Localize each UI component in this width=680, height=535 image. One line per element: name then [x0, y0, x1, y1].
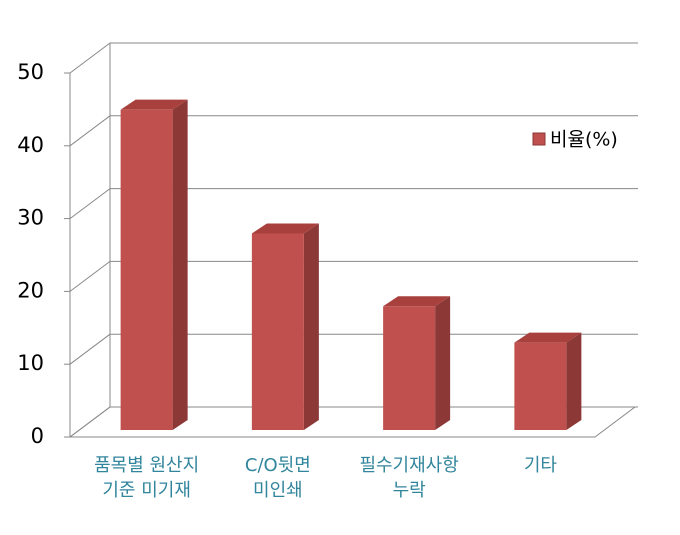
y-tick-label: 30 — [17, 206, 44, 230]
grid-line — [69, 333, 111, 365]
legend-swatch — [532, 132, 546, 146]
bar — [120, 109, 173, 431]
x-tick-line: 기타 — [524, 455, 558, 476]
bar — [251, 233, 304, 430]
y-tick-label: 0 — [31, 424, 44, 448]
bar-side — [435, 296, 451, 430]
legend-label: 비율(%) — [550, 129, 618, 151]
bar-top — [251, 223, 319, 234]
bar-top — [120, 99, 188, 110]
bar-side — [566, 332, 582, 430]
x-tick-line: 누락 — [393, 480, 426, 501]
y-tick-label: 40 — [17, 133, 44, 157]
x-tick-line: C/O뒷면 — [245, 455, 311, 476]
y-tick-label: 20 — [17, 278, 44, 302]
bar-top — [514, 332, 582, 343]
bar — [383, 306, 436, 430]
y-tick-label: 50 — [17, 60, 44, 84]
grid-line — [69, 260, 111, 292]
x-tick-line: 품목별 원산지 — [94, 455, 199, 476]
y-tick-label: 10 — [17, 351, 44, 375]
x-tick-label: 기타 — [524, 455, 558, 476]
bar — [514, 342, 567, 430]
x-tick-line: 미인쇄 — [253, 480, 303, 501]
x-tick-line: 필수기재사항 — [359, 455, 458, 476]
grid-line — [69, 115, 111, 147]
bar-side — [303, 223, 319, 430]
bar-top — [383, 296, 451, 307]
grid-line — [69, 42, 111, 74]
grid-line — [69, 188, 111, 220]
bar-side — [172, 99, 188, 431]
x-tick-line: 기준 미기재 — [102, 480, 191, 501]
grid-line — [69, 406, 111, 438]
